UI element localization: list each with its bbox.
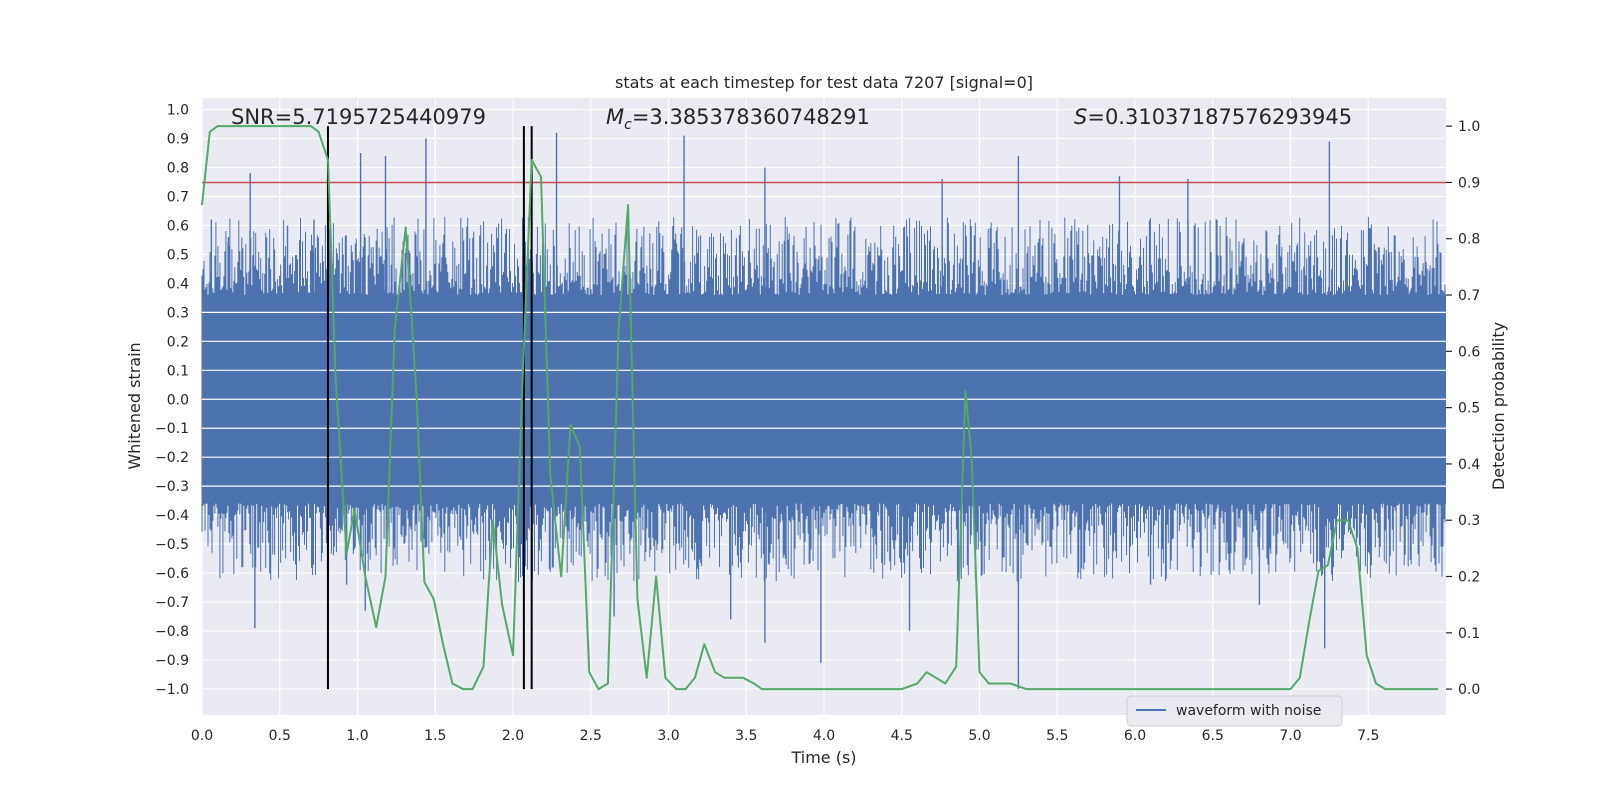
y-tick-label: 0.9 — [167, 132, 189, 148]
y-axis-label: Whitened strain — [125, 342, 144, 469]
y2-tick-label: 0.1 — [1458, 626, 1480, 642]
x-tick-label: 3.5 — [735, 728, 757, 744]
x-tick-label: 4.5 — [891, 728, 913, 744]
x-tick-label: 2.5 — [580, 728, 602, 744]
y-tick-label: 0.5 — [167, 247, 189, 263]
s-value: =0.31037187576293945 — [1087, 105, 1352, 129]
y-tick-label: −0.6 — [155, 566, 189, 582]
mc-symbol: M — [606, 105, 624, 129]
x-axis-label: Time (s) — [790, 748, 856, 767]
x-tick-label: 5.0 — [968, 728, 990, 744]
y2-tick-label: 0.9 — [1458, 175, 1480, 191]
y2-tick-label: 0.4 — [1458, 457, 1480, 473]
legend-box — [1126, 695, 1343, 727]
x-tick-label: 3.0 — [657, 728, 679, 744]
x-tick-label: 7.5 — [1357, 728, 1379, 744]
y-tick-label: 1.0 — [167, 103, 189, 119]
y-tick-label: −0.1 — [155, 421, 189, 437]
y-tick-label: 0.2 — [167, 334, 189, 350]
probability-series — [201, 125, 1439, 691]
y-tick-label: 0.3 — [167, 305, 189, 321]
x-tick-label: 0.5 — [269, 728, 291, 744]
y-tick-label: −0.2 — [155, 450, 189, 466]
y2-tick-label: 0.7 — [1458, 288, 1480, 304]
y-tick-label: 0.1 — [167, 363, 189, 379]
y2-tick-label: 0.6 — [1458, 344, 1480, 360]
y-tick-label: 0.6 — [167, 218, 189, 234]
x-tick-label: 1.0 — [346, 728, 368, 744]
y-tick-label: −0.5 — [155, 537, 189, 553]
x-tick-label: 6.0 — [1124, 728, 1146, 744]
legend-entry-waveform: waveform with noise — [1176, 703, 1321, 719]
y-tick-label: 0.4 — [167, 276, 189, 292]
y-tick-label: 0.7 — [167, 189, 189, 205]
waveform-core-band — [202, 294, 1446, 504]
y-tick-label: 0.8 — [167, 161, 189, 177]
y2-tick-label: 0.5 — [1458, 401, 1480, 417]
vertical-markers — [326, 126, 533, 690]
snr-annotation: SNR=5.7195725440979 — [231, 105, 486, 129]
y-tick-label: −0.7 — [155, 595, 189, 611]
s-annotation: S=0.31037187576293945 — [1074, 105, 1352, 129]
x-tick-label: 1.5 — [424, 728, 446, 744]
x-tick-labels: 0.0 0.5 1.0 1.5 2.0 2.5 3.0 3.5 4.0 4.5 5.0 5.5 6.0 6… — [191, 728, 1380, 744]
y-tick-label: −0.8 — [155, 624, 189, 640]
mc-annotation: Mc=3.385378360748291 — [606, 105, 870, 133]
x-tick-label: 0.0 — [191, 728, 213, 744]
y-tick-labels: 1.0 0.9 0.8 0.7 0.6 0.5 0.4 0.3 0.2 0.1 0.0 −0.1 −0.… — [155, 103, 189, 698]
y2-tick-labels: 1.0 0.9 0.8 0.7 0.6 0.5 0.4 0.3 0.2 0.1 0.0 — [1446, 119, 1480, 698]
s-symbol: S — [1074, 105, 1087, 129]
mc-value: =3.385378360748291 — [632, 105, 870, 129]
x-tick-label: 4.0 — [813, 728, 835, 744]
y2-axis-label: Detection probability — [1489, 322, 1508, 490]
y2-tick-label: 0.2 — [1458, 570, 1480, 586]
y2-tick-label: 0.3 — [1458, 513, 1480, 529]
y-tick-label: −0.9 — [155, 653, 189, 669]
y2-tick-label: 1.0 — [1458, 119, 1480, 135]
chart-title: stats at each timestep for test data 720… — [615, 73, 1033, 92]
y-tick-label: −0.3 — [155, 479, 189, 495]
mc-subscript: c — [624, 117, 632, 133]
x-tick-label: 6.5 — [1202, 728, 1224, 744]
y-tick-label: 0.0 — [167, 392, 189, 408]
y2-tick-label: 0.0 — [1458, 682, 1480, 698]
y2-tick-label: 0.8 — [1458, 232, 1480, 248]
y-tick-label: −1.0 — [155, 682, 189, 698]
probability-line — [201, 125, 1439, 691]
x-tick-label: 7.0 — [1279, 728, 1301, 744]
legend: waveform with noise — [1126, 695, 1343, 727]
x-tick-label: 2.0 — [502, 728, 524, 744]
x-tick-label: 5.5 — [1046, 728, 1068, 744]
y-tick-label: −0.4 — [155, 508, 189, 524]
